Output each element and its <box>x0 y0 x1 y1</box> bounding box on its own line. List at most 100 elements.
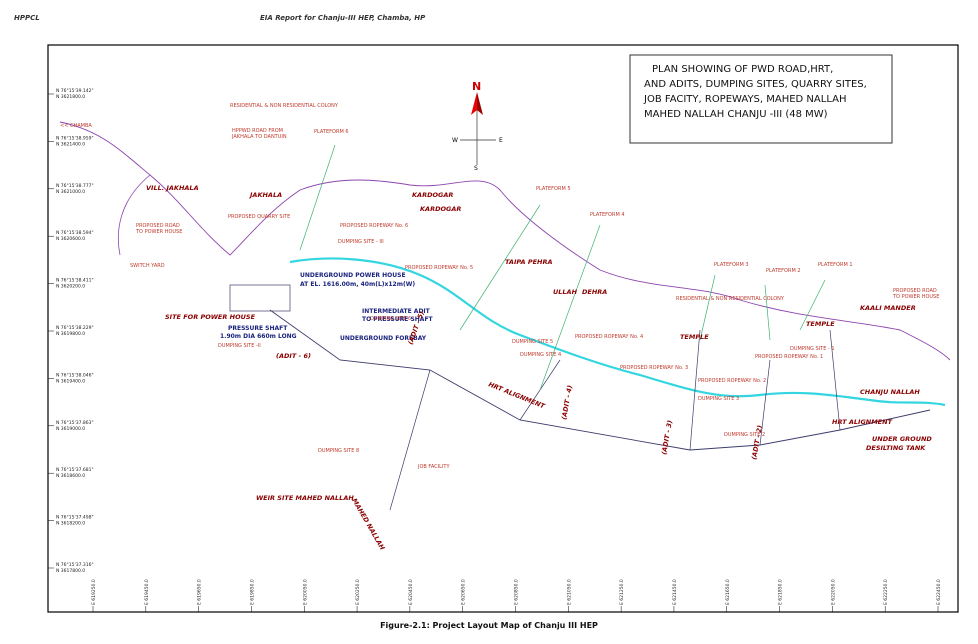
grid-easting: E 622450.0 <box>936 579 942 605</box>
grid-easting: E 621250.0 <box>619 579 625 605</box>
map-label: UNDERGROUND POWER HOUSE <box>300 272 406 279</box>
map-label: PLATEFORM 4 <box>590 212 625 218</box>
map-label: TEMPLE <box>680 333 709 341</box>
map-label: TO POWER HOUSE <box>892 294 939 300</box>
grid-northing: N 3618200.0 <box>56 521 85 527</box>
grid-easting: E 620050.0 <box>302 579 308 605</box>
title-line: AND ADITS, DUMPING SITES, QUARRY SITES, <box>644 79 867 90</box>
map-label: WEIR SITE MAHED NALLAH <box>256 494 354 502</box>
grid-easting: E 621650.0 <box>725 579 731 605</box>
map-label: HRT ALIGNMENT <box>832 418 893 426</box>
title-line: MAHED NALLAH CHANJU -III (48 MW) <box>644 109 828 120</box>
map-label: DUMPING SITE 4 <box>520 352 561 358</box>
header-report: EIA Report for Chanju-III HEP, Chamba, H… <box>260 14 426 22</box>
compass-s: S <box>474 165 478 172</box>
grid-northing: N 3621400.0 <box>56 141 85 147</box>
grid-lat: N 76°15'39.142" <box>56 88 94 94</box>
caption: Figure-2.1: Project Layout Map of Chanju… <box>380 621 598 630</box>
map-label: UNDERGROUND FOREBAY <box>340 335 427 342</box>
compass-n: N <box>472 80 481 93</box>
map-label: ULLAH <box>553 288 578 296</box>
grid-easting: E 621050.0 <box>566 579 572 605</box>
map-label: PROPOSED ROPEWAY No. 3 <box>620 365 688 371</box>
map-label: KAALI MANDER <box>860 304 916 312</box>
grid-northing: N 3618600.0 <box>56 473 85 479</box>
grid-easting: E 622250.0 <box>883 579 889 605</box>
grid-northing: N 3619000.0 <box>56 426 85 432</box>
map-label: DUMPING SITE - III <box>338 239 384 245</box>
grid-lat: N 76°15'37.863" <box>56 420 94 426</box>
map-label: INTERMEDIATE ADIT <box>362 308 431 315</box>
map-label: AT EL. 1616.00m, 40m(L)x12m(W) <box>300 281 415 288</box>
map-label: PROPOSED ROPEWAY No. 1 <box>755 354 823 360</box>
map-label: DUMPING SITE 8 <box>318 448 359 454</box>
map-label: VILL. JAKHALA <box>146 184 199 192</box>
grid-lat: N 76°15'37.681" <box>56 467 94 473</box>
river <box>289 257 946 407</box>
map-label: TAIPA PEHRA <box>505 258 553 266</box>
grid-northing: N 3621000.0 <box>56 189 85 195</box>
map-label: TEMPLE <box>806 320 835 328</box>
map-label: << CHAMBA <box>60 123 92 129</box>
grid-easting: E 619450.0 <box>144 579 150 605</box>
grid-easting: E 619650.0 <box>197 579 203 605</box>
grid-lat: N 76°15'38.046" <box>56 372 94 378</box>
grid-lat: N 76°15'38.594" <box>56 230 94 236</box>
map-label: PROPOSED ROPEWAY No. 6 <box>340 223 408 229</box>
map-label: PLATEFORM 6 <box>314 129 349 135</box>
map-label: DUMPING SITE 5 <box>512 339 553 345</box>
map-label: DUMPING SITE 2 <box>724 432 765 438</box>
map-label: PROPOSED ROAD <box>893 288 937 294</box>
compass-w: W <box>452 137 458 144</box>
map-label: UNDER GROUND <box>872 435 932 443</box>
grid-lat: N 76°15'37.498" <box>56 515 94 521</box>
grid-easting: E 620250.0 <box>355 579 361 605</box>
grid-easting: E 620850.0 <box>514 579 520 605</box>
grid-northing: N 3621800.0 <box>56 94 85 100</box>
grid-northing: N 3620600.0 <box>56 236 85 242</box>
map-label: TO PRESSURE SHAFT <box>362 316 434 323</box>
grid-northing: N 3620200.0 <box>56 284 85 290</box>
map-label: PROPOSED ROPEWAY No. 5 <box>405 265 473 271</box>
map-label: JAKHALA TO DANTUIN <box>231 134 287 140</box>
map-label: KARDOGAR <box>420 205 461 213</box>
map-label: 1.90m DIA 660m LONG <box>220 333 297 340</box>
grid-easting: E 621450.0 <box>672 579 678 605</box>
compass-e: E <box>499 137 503 144</box>
compass: N S E W <box>452 80 503 172</box>
map-label: PLATEFORM 5 <box>536 186 571 192</box>
map-label: TO POWER HOUSE <box>135 229 182 235</box>
header-org: HPPCL <box>14 14 40 22</box>
map-label: CHANJU NALLAH <box>860 388 920 396</box>
map-label: DUMPING SITE -II <box>218 343 261 349</box>
grid-northing: N 3619800.0 <box>56 331 85 337</box>
grid-lat: N 76°15'37.316" <box>56 562 94 568</box>
grid-easting: E 621850.0 <box>778 579 784 605</box>
map-label: PLATEFORM 2 <box>766 268 801 274</box>
map-label: SITE FOR POWER HOUSE <box>165 313 256 321</box>
map-label: PROPOSED QUARRY SITE <box>228 214 290 220</box>
grid-lat: N 76°15'38.959" <box>56 135 94 141</box>
map-label: PRESSURE SHAFT <box>228 325 288 332</box>
map-label: PLATEFORM 1 <box>818 262 853 268</box>
grid-easting: E 620650.0 <box>461 579 467 605</box>
grid-easting: E 619250.0 <box>91 579 97 605</box>
map-label: DUMPING SITE 3 <box>698 396 739 402</box>
map-label: JAKHALA <box>248 191 282 199</box>
map-label: PROPOSED ROPEWAY No. 4 <box>575 334 643 340</box>
road <box>117 174 151 256</box>
map-label: RESIDENTIAL & NON RESIDENTIAL COLONY <box>230 103 339 109</box>
ropeway <box>299 144 826 391</box>
map-label: HPPWD ROAD FROM <box>232 128 283 134</box>
map-label: DEHRA <box>582 288 607 296</box>
map-label: KARDOGAR <box>412 191 453 199</box>
hrt <box>269 309 931 451</box>
map-label: JOB FACILITY <box>417 464 450 470</box>
map-label: DESILTING TANK <box>866 444 926 452</box>
map-label: PLATEFORM 3 <box>714 262 749 268</box>
map-label: SWITCH YARD <box>130 263 165 269</box>
map-label: (ADIT - 6) <box>276 352 311 360</box>
grid-easting: E 622050.0 <box>830 579 836 605</box>
powerhouse-area <box>229 284 291 312</box>
